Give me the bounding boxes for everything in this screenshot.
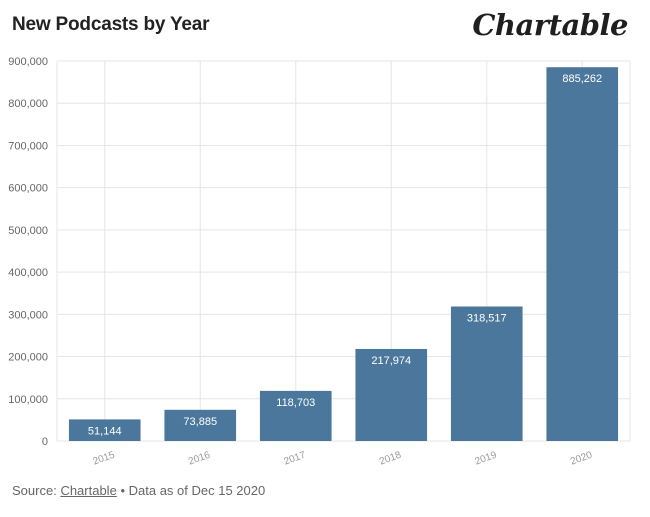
x-tick-label: 2017 xyxy=(283,450,308,468)
bar-value-label: 51,144 xyxy=(88,425,122,437)
bar-2017 xyxy=(259,390,332,441)
source-note: Data as of Dec 15 2020 xyxy=(128,483,266,498)
x-tick-label: 2016 xyxy=(187,450,212,468)
y-tick-label: 500,000 xyxy=(8,225,48,237)
y-tick-label: 600,000 xyxy=(8,183,48,195)
y-tick-label: 200,000 xyxy=(8,352,48,364)
grid-layer xyxy=(56,60,631,442)
bar-value-label: 318,517 xyxy=(467,313,507,325)
x-tick-label: 2020 xyxy=(569,450,594,468)
y-tick-label: 100,000 xyxy=(8,394,48,406)
bar-value-labels: 51,144 73,885 118,703 217,974 318,517 885,262 xyxy=(88,73,602,437)
y-tick-label: 900,000 xyxy=(8,56,48,68)
x-tick-label: 2015 xyxy=(92,450,117,468)
source-footer: Source: Chartable • Data as of Dec 15 20… xyxy=(12,483,265,498)
bar-2018 xyxy=(355,348,428,441)
source-label: Source: xyxy=(12,483,57,498)
y-axis-ticks: 0 100,000 200,000 300,000 400,000 500,000 600,… xyxy=(8,56,48,448)
chartable-logo: Chartable xyxy=(472,8,628,42)
source-separator: • xyxy=(120,483,125,498)
y-tick-label: 800,000 xyxy=(8,98,48,110)
bar-value-label: 73,885 xyxy=(183,416,217,428)
bar-value-label: 885,262 xyxy=(562,73,602,85)
source-link[interactable]: Chartable xyxy=(60,483,117,498)
x-axis-ticks: 2015 2016 2017 2018 2019 2020 xyxy=(92,450,595,468)
x-tick-label: 2019 xyxy=(474,450,499,468)
bar-2016 xyxy=(164,409,237,441)
bar-2019 xyxy=(450,306,523,441)
bar-value-label: 118,703 xyxy=(276,397,315,409)
y-tick-label: 0 xyxy=(42,436,48,448)
bars xyxy=(68,67,619,441)
y-tick-label: 700,000 xyxy=(8,140,48,152)
x-tick-label: 2018 xyxy=(378,450,403,468)
y-tick-label: 400,000 xyxy=(8,267,48,279)
bar-2020 xyxy=(546,67,619,441)
bar-value-label: 217,974 xyxy=(371,355,411,367)
y-tick-label: 300,000 xyxy=(8,309,48,321)
chart-title: New Podcasts by Year xyxy=(12,14,210,35)
bar-2015 xyxy=(68,419,141,441)
